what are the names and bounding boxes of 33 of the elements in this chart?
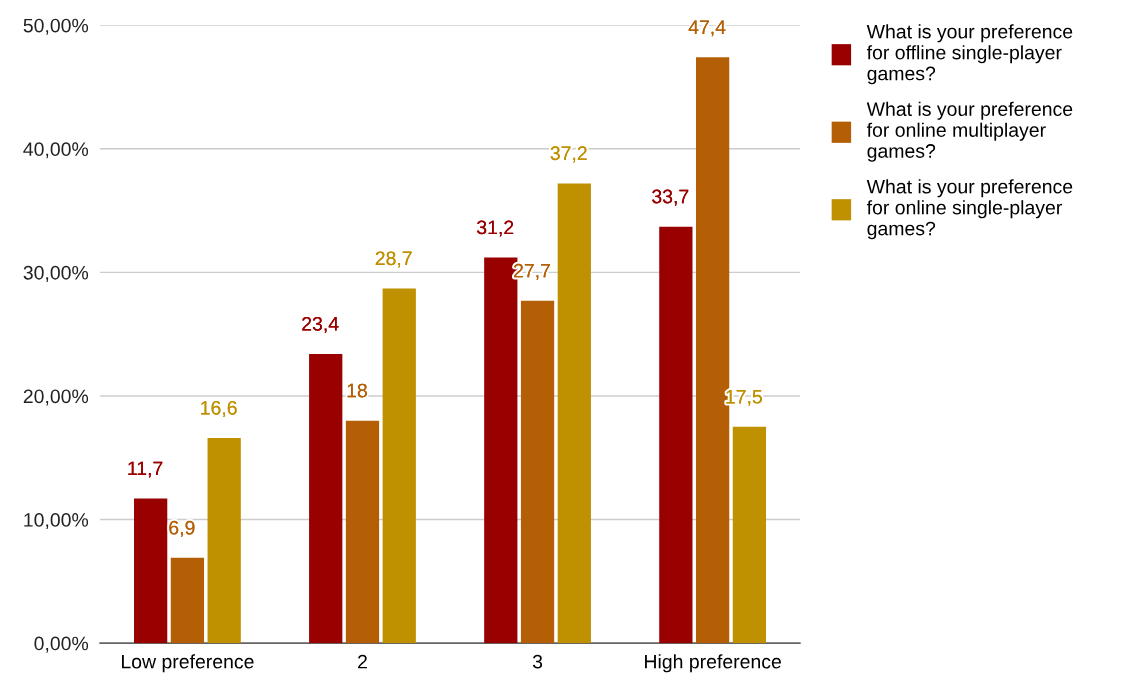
y-tick-label: 0,00% (34, 636, 89, 653)
bar (732, 426, 767, 644)
data-label: 18 (347, 383, 367, 398)
legend-label: What is your preference for online multiplayer games? (866, 101, 1073, 162)
bar (382, 288, 416, 644)
x-tick-label: 3 (532, 654, 543, 669)
data-label: 28,7 (375, 251, 412, 268)
x-tick-label: High preference (645, 654, 781, 673)
x-tick-label: Low preference (122, 654, 254, 673)
bar (345, 420, 380, 644)
data-label: 31,2 (477, 220, 514, 237)
y-tick-label: 30,00% (23, 265, 89, 282)
bar (659, 226, 693, 644)
bar (207, 437, 241, 644)
y-tick-label: 10,00% (24, 513, 89, 530)
bar (309, 353, 343, 644)
legend-label: What is your preference for offline single-player games? (866, 24, 1073, 85)
bar (170, 557, 205, 644)
data-label: 11,7 (128, 461, 163, 478)
data-label: 47,4 (688, 20, 726, 37)
data-label: 16,6 (201, 400, 237, 417)
data-label: 37,2 (550, 146, 587, 163)
data-label: 6,9 (169, 520, 195, 537)
bar (520, 300, 555, 644)
y-tick-label: 20,00% (23, 389, 89, 406)
y-tick-label: 40,00% (23, 142, 89, 159)
bar (557, 183, 591, 644)
bar (134, 498, 168, 644)
legend-label: What is your preference for online single-player games? (866, 179, 1073, 240)
x-tick-label: 2 (358, 654, 367, 669)
data-label: 33,7 (652, 189, 689, 206)
data-label: 23,4 (302, 316, 339, 333)
y-tick-label: 50,00% (23, 18, 89, 35)
